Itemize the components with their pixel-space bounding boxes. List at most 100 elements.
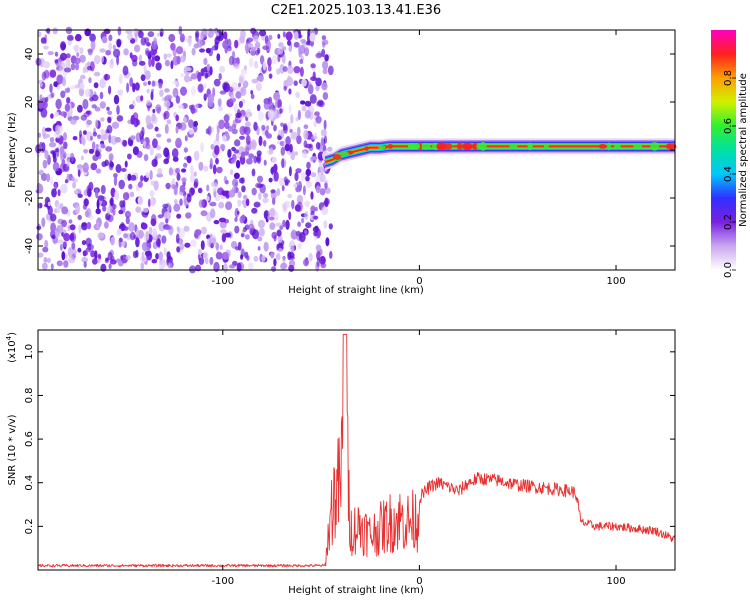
noise-speck bbox=[116, 38, 122, 48]
noise-speck bbox=[96, 222, 100, 229]
spectrogram-y-ticks: -40 -20 0 20 40 bbox=[24, 48, 675, 254]
noise-speck bbox=[246, 113, 250, 118]
noise-speck bbox=[153, 37, 157, 45]
noise-speck bbox=[71, 242, 76, 250]
noise-speck bbox=[176, 213, 182, 219]
noise-speck bbox=[323, 119, 327, 130]
noise-speck bbox=[100, 128, 105, 135]
noise-speck bbox=[271, 266, 277, 272]
noise-speck bbox=[315, 115, 322, 124]
noise-speck bbox=[151, 158, 158, 168]
noise-speck bbox=[245, 121, 251, 128]
noise-speck bbox=[231, 124, 237, 130]
snr-y-ticks: 0.2 0.4 0.6 0.8 1.0 bbox=[24, 344, 675, 534]
noise-speck bbox=[140, 95, 144, 102]
noise-speck bbox=[251, 187, 257, 196]
noise-speck bbox=[59, 111, 67, 117]
noise-speck bbox=[235, 91, 242, 99]
noise-speck bbox=[223, 31, 228, 40]
noise-speck bbox=[262, 45, 269, 50]
noise-speck bbox=[246, 158, 253, 165]
noise-speck bbox=[219, 143, 226, 151]
noise-speck bbox=[277, 98, 283, 109]
noise-speck bbox=[181, 168, 187, 173]
noise-speck bbox=[304, 100, 312, 107]
noise-speck bbox=[198, 199, 205, 208]
noise-speck bbox=[279, 108, 283, 114]
noise-speck bbox=[101, 161, 107, 168]
noise-speck bbox=[203, 57, 208, 66]
noise-speck bbox=[315, 77, 322, 87]
noise-speck bbox=[74, 62, 80, 71]
noise-speck bbox=[210, 208, 216, 219]
noise-speck bbox=[290, 114, 294, 124]
noise-speck bbox=[286, 76, 294, 87]
noise-speck bbox=[233, 172, 240, 179]
noise-speck bbox=[69, 224, 76, 231]
noise-speck bbox=[280, 146, 285, 156]
noise-speck bbox=[150, 196, 156, 207]
noise-speck bbox=[163, 247, 167, 256]
noise-speck bbox=[209, 66, 213, 76]
noise-speck bbox=[301, 78, 307, 87]
noise-speck bbox=[80, 74, 86, 80]
noise-speck bbox=[321, 48, 326, 58]
noise-speck bbox=[122, 226, 129, 231]
noise-speck bbox=[190, 73, 198, 80]
noise-speck bbox=[127, 33, 134, 41]
y-tick-label: 40 bbox=[24, 48, 35, 61]
noise-speck bbox=[123, 233, 129, 239]
noise-speck bbox=[157, 214, 164, 219]
noise-speck bbox=[272, 197, 276, 205]
noise-speck bbox=[166, 138, 172, 143]
noise-speck bbox=[87, 49, 93, 56]
noise-speck bbox=[36, 152, 41, 158]
noise-speck bbox=[134, 32, 138, 43]
snr-series-line bbox=[37, 333, 676, 568]
noise-speck bbox=[122, 192, 130, 201]
noise-speck bbox=[155, 62, 162, 71]
noise-speck bbox=[77, 247, 82, 253]
noise-speck bbox=[216, 125, 220, 135]
noise-speck bbox=[69, 85, 76, 90]
noise-speck bbox=[152, 108, 156, 114]
noise-speck bbox=[290, 230, 298, 240]
noise-speck bbox=[324, 54, 329, 62]
noise-speck bbox=[179, 243, 185, 251]
noise-speck bbox=[77, 169, 81, 177]
noise-speck bbox=[201, 28, 208, 39]
noise-speck bbox=[164, 225, 172, 230]
noise-speck bbox=[56, 239, 64, 244]
noise-speck bbox=[250, 46, 257, 52]
noise-speck bbox=[270, 189, 276, 194]
signal-knot bbox=[613, 144, 621, 149]
noise-speck bbox=[307, 33, 311, 44]
noise-speck bbox=[59, 146, 65, 155]
noise-speck bbox=[171, 184, 176, 190]
noise-speck bbox=[297, 221, 301, 227]
noise-speck bbox=[47, 51, 54, 56]
noise-speck bbox=[276, 229, 282, 237]
noise-speck bbox=[179, 33, 185, 43]
noise-speck bbox=[193, 171, 197, 177]
noise-speck bbox=[41, 142, 46, 152]
noise-speck bbox=[218, 106, 224, 112]
noise-speck bbox=[159, 89, 164, 98]
noise-speck bbox=[273, 91, 281, 101]
noise-speck bbox=[125, 29, 133, 34]
noise-speck bbox=[126, 153, 132, 160]
noise-speck bbox=[288, 251, 295, 259]
noise-speck bbox=[277, 235, 283, 243]
noise-speck bbox=[86, 61, 91, 68]
noise-speck bbox=[117, 26, 122, 36]
noise-speck bbox=[290, 150, 296, 161]
noise-speck bbox=[146, 42, 151, 47]
snr-frame bbox=[37, 329, 676, 571]
noise-speck bbox=[148, 226, 153, 235]
noise-speck bbox=[261, 124, 266, 131]
noise-speck bbox=[290, 131, 298, 140]
noise-speck bbox=[310, 135, 318, 140]
y-tick-label: -20 bbox=[24, 190, 35, 206]
noise-speck bbox=[161, 235, 167, 244]
